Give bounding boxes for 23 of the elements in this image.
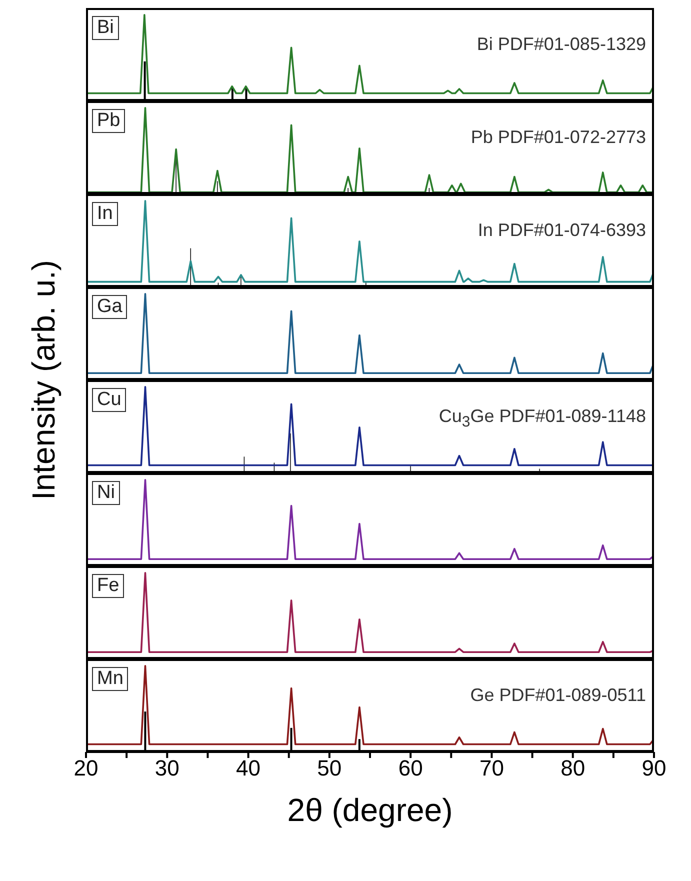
x-tick-label: 60 bbox=[398, 756, 423, 781]
x-tick-label: 40 bbox=[236, 756, 261, 781]
series-label: Ga bbox=[92, 295, 128, 319]
x-tick-label: 50 bbox=[317, 756, 342, 781]
series-label: Bi bbox=[92, 16, 119, 40]
x-tick-label: 90 bbox=[642, 756, 666, 781]
annotation: Cu$_{3}$Ge PDF#01-089-1148 bbox=[438, 406, 646, 431]
series-label: Fe bbox=[92, 574, 124, 598]
x-tick-label: 20 bbox=[74, 756, 98, 781]
series-label: Mn bbox=[92, 667, 128, 691]
annotation: Bi PDF#01-085-1329 bbox=[476, 34, 646, 55]
x-axis-title: 2θ (degree) bbox=[286, 792, 454, 829]
annotation: Ge PDF#01-089-0511 bbox=[470, 685, 646, 706]
x-tick-label: 80 bbox=[560, 756, 586, 781]
series-label: Ni bbox=[92, 481, 120, 505]
annotation: In PDF#01-074-6393 bbox=[478, 220, 646, 241]
y-axis-title: Intensity (arb. u.) bbox=[26, 260, 62, 500]
x-tick-label: 30 bbox=[154, 756, 180, 781]
series-label: In bbox=[92, 202, 118, 226]
series-label: Cu bbox=[92, 388, 126, 412]
series-label: Pb bbox=[92, 109, 126, 133]
x-tick-label: 70 bbox=[479, 756, 504, 781]
annotation: Pb PDF#01-072-2773 bbox=[470, 127, 646, 148]
